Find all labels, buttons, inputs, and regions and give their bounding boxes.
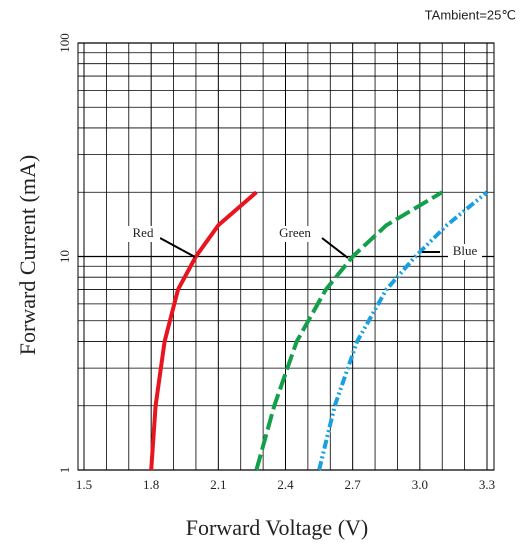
x-tick-label: 1.5 — [76, 477, 92, 492]
x-axis-label: Forward Voltage (V) — [186, 515, 369, 540]
label-leader — [159, 237, 196, 258]
annotation: TAmbient=25℃ — [425, 7, 516, 22]
series-label: Green — [279, 225, 311, 240]
y-tick-label: 1 — [57, 467, 72, 474]
x-tick-label: 3.3 — [479, 477, 495, 492]
label-bg — [126, 226, 160, 242]
x-tick-label: 2.7 — [345, 477, 362, 492]
x-tick-label: 3.0 — [412, 477, 428, 492]
x-tick-label: 2.4 — [277, 477, 294, 492]
data-line — [254, 190, 444, 471]
series-label: Red — [133, 225, 154, 240]
x-tick-label: 2.1 — [210, 477, 226, 492]
label-bg — [278, 226, 312, 242]
y-tick-label: 10 — [57, 250, 72, 263]
data-line — [149, 190, 258, 471]
label-leader — [321, 237, 349, 259]
y-tick-label: 100 — [57, 33, 72, 53]
x-tick-label: 1.8 — [143, 477, 159, 492]
data-line — [317, 190, 489, 471]
series-label: Blue — [453, 243, 478, 258]
label-bg — [448, 244, 482, 260]
y-axis-label: Forward Current (mA) — [15, 155, 40, 355]
